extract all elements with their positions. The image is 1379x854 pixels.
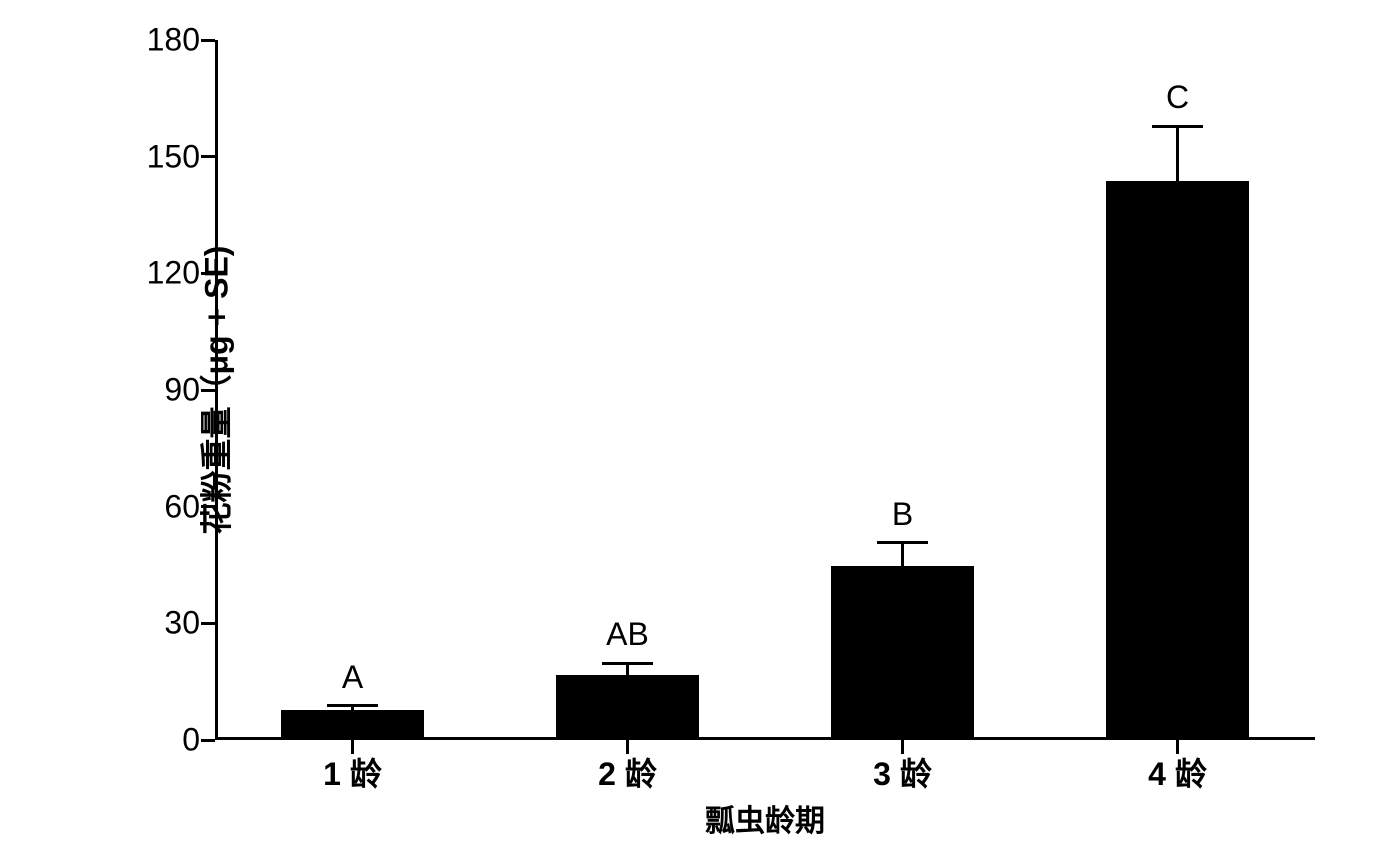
y-tick — [201, 505, 215, 508]
error-cap — [877, 541, 927, 544]
y-tick — [201, 739, 215, 742]
y-tick — [201, 39, 215, 42]
y-tick — [201, 389, 215, 392]
y-tick-label: 0 — [182, 722, 200, 759]
significance-label: B — [892, 496, 913, 533]
error-bar — [901, 543, 904, 566]
y-tick — [201, 272, 215, 275]
error-bar — [1176, 126, 1179, 180]
significance-label: C — [1166, 79, 1189, 116]
bar — [281, 710, 424, 737]
significance-label: AB — [606, 616, 649, 653]
x-tick-label: 2 龄 — [598, 749, 657, 795]
error-cap — [1152, 125, 1202, 128]
x-axis-line — [215, 737, 1315, 740]
error-bar — [626, 663, 629, 675]
y-tick-label: 30 — [164, 605, 200, 642]
y-tick-label: 60 — [164, 488, 200, 525]
y-tick — [201, 622, 215, 625]
bar — [556, 675, 699, 737]
chart-container: 花粉重量（μg + SE) 瓢虫龄期 03060901201501801 龄A2… — [30, 10, 1350, 844]
y-tick-label: 180 — [147, 22, 200, 59]
y-tick-label: 90 — [164, 372, 200, 409]
significance-label: A — [342, 659, 363, 696]
bar — [1106, 181, 1249, 737]
x-tick-label: 3 龄 — [873, 749, 932, 795]
error-cap — [327, 704, 377, 707]
x-tick-label: 4 龄 — [1148, 749, 1207, 795]
error-cap — [602, 662, 652, 665]
y-tick — [201, 155, 215, 158]
y-tick-label: 150 — [147, 138, 200, 175]
x-tick-label: 1 龄 — [323, 749, 382, 795]
bar — [831, 566, 974, 737]
y-tick-label: 120 — [147, 255, 200, 292]
plot-area: 花粉重量（μg + SE) 瓢虫龄期 03060901201501801 龄A2… — [215, 40, 1315, 740]
x-axis-title: 瓢虫龄期 — [705, 796, 825, 840]
